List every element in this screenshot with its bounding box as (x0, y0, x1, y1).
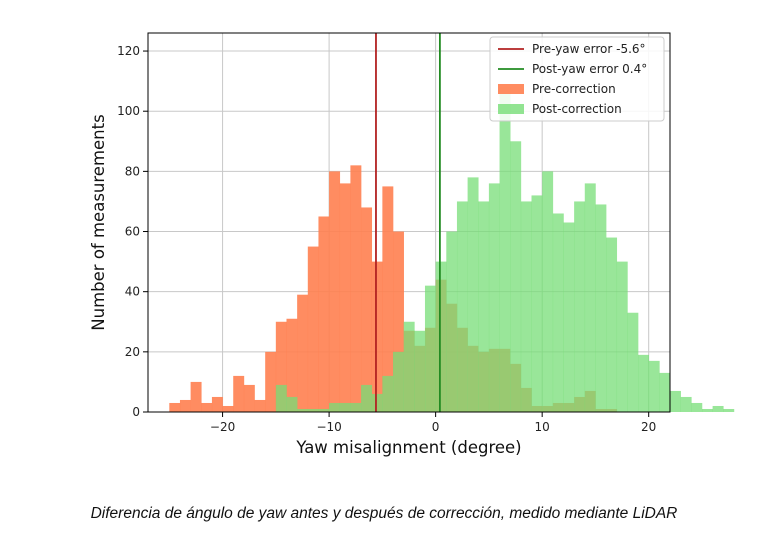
pre-correction-bar (297, 294, 309, 412)
post-correction-bar (478, 201, 490, 412)
post-correction-bar (414, 330, 426, 412)
legend-post-correction-label: Post-correction (532, 102, 622, 116)
figure-caption: Diferencia de ángulo de yaw antes y desp… (90, 505, 678, 522)
vertical-lines (375, 33, 441, 412)
pre-correction-bar (169, 402, 181, 412)
legend-pre-yaw-error-label: Pre-yaw error -5.6° (532, 42, 646, 56)
post-correction-bar (542, 171, 554, 412)
x-tick-label: 10 (535, 420, 550, 434)
post-correction-bar (584, 183, 596, 412)
pre-correction-bar (329, 171, 341, 412)
pre-correction-bar (286, 318, 298, 412)
pre-correction-bar (339, 183, 351, 412)
y-tick-label: 60 (125, 225, 140, 239)
y-tick-label: 40 (125, 285, 140, 299)
post-correction-bar (499, 87, 511, 413)
post-correction-bar (350, 402, 362, 412)
y-tick-label: 120 (117, 44, 140, 58)
post-correction-bar (435, 261, 447, 412)
post-correction-bar (382, 375, 394, 412)
post-correction-bar (446, 231, 458, 412)
pre-correction-bar (382, 186, 394, 412)
legend-post-correction-swatch (498, 104, 524, 114)
pre-correction-bar (254, 399, 266, 412)
post-correction-bar (275, 384, 287, 412)
x-tick-label: −20 (210, 420, 235, 434)
pre-correction-bar (393, 231, 404, 412)
pre-correction-bar (222, 405, 234, 412)
post-correction-bar (712, 405, 724, 412)
legend: Pre-yaw error -5.6° Post-yaw error 0.4° Pr… (489, 36, 665, 122)
post-correction-bar (424, 285, 436, 412)
x-tick-label: −10 (316, 420, 341, 434)
y-tick-label: 80 (125, 164, 140, 178)
x-tick-label: 20 (641, 420, 656, 434)
pre-correction-bar (233, 375, 245, 412)
post-correction-bar (627, 312, 639, 412)
post-correction-bar (520, 201, 532, 412)
post-correction-bar (691, 402, 703, 412)
post-correction-bar (318, 408, 330, 412)
post-correction-bar (616, 261, 628, 412)
pre-correction-bar (211, 396, 223, 412)
y-tick-label: 100 (117, 104, 140, 118)
post-correction-bar (606, 237, 618, 412)
post-correction-bar (510, 141, 522, 413)
post-correction-bar (670, 390, 681, 412)
pre-correction-bar (318, 216, 330, 412)
post-correction-bar (574, 201, 586, 412)
pre-correction-bar (201, 402, 213, 412)
post-correction-bar (297, 408, 309, 412)
y-tick-label: 0 (132, 405, 140, 419)
y-tick-label: 20 (125, 345, 140, 359)
post-correction-bar (403, 321, 415, 412)
post-correction-bar (638, 354, 649, 412)
pre-correction-bar (371, 261, 383, 412)
legend-pre-correction-swatch (498, 84, 524, 94)
post-correction-bar (723, 408, 735, 412)
legend-box (489, 36, 665, 122)
post-correction-bar (531, 195, 543, 412)
pre-correction-bar (361, 207, 373, 412)
post-correction-bar (456, 201, 468, 412)
post-correction-bar (488, 183, 500, 412)
y-axis-label: Number of measurements (89, 114, 108, 330)
pre-correction-bar (307, 246, 319, 412)
post-correction-bar (659, 372, 671, 412)
post-correction-bar (371, 393, 383, 412)
post-correction-bar (307, 408, 319, 412)
plot-frame (147, 32, 671, 413)
pre-correction-bar (265, 351, 277, 412)
pre-correction-bar (179, 399, 191, 412)
histogram-chart: −20 −10 0 10 20 0 20 40 60 80 100 120 Yaw misalignm… (89, 32, 735, 457)
legend-post-yaw-error-label: Post-yaw error 0.4° (532, 62, 647, 76)
pre-correction-bar (275, 321, 287, 412)
histogram-bars (169, 87, 735, 413)
post-correction-bar (563, 222, 575, 412)
post-correction-bar (339, 402, 351, 412)
post-correction-bar (680, 396, 692, 412)
post-correction-bar (595, 204, 607, 412)
post-correction-bar (648, 360, 660, 412)
post-correction-bar (393, 351, 404, 412)
post-correction-bar (286, 396, 298, 412)
post-correction-bar (361, 384, 373, 412)
post-correction-bar (701, 408, 713, 412)
axis-ticks: −20 −10 0 10 20 0 20 40 60 80 100 120 (117, 44, 656, 434)
post-correction-bar (329, 402, 341, 412)
pre-correction-bar (190, 381, 202, 412)
legend-pre-correction-label: Pre-correction (532, 82, 616, 96)
x-tick-label: 0 (432, 420, 440, 434)
post-correction-bar (467, 177, 479, 412)
post-correction-bar (552, 213, 564, 412)
x-axis-label: Yaw misalignment (degree) (295, 438, 521, 457)
pre-correction-bar (350, 165, 362, 412)
pre-correction-bar (243, 384, 255, 412)
